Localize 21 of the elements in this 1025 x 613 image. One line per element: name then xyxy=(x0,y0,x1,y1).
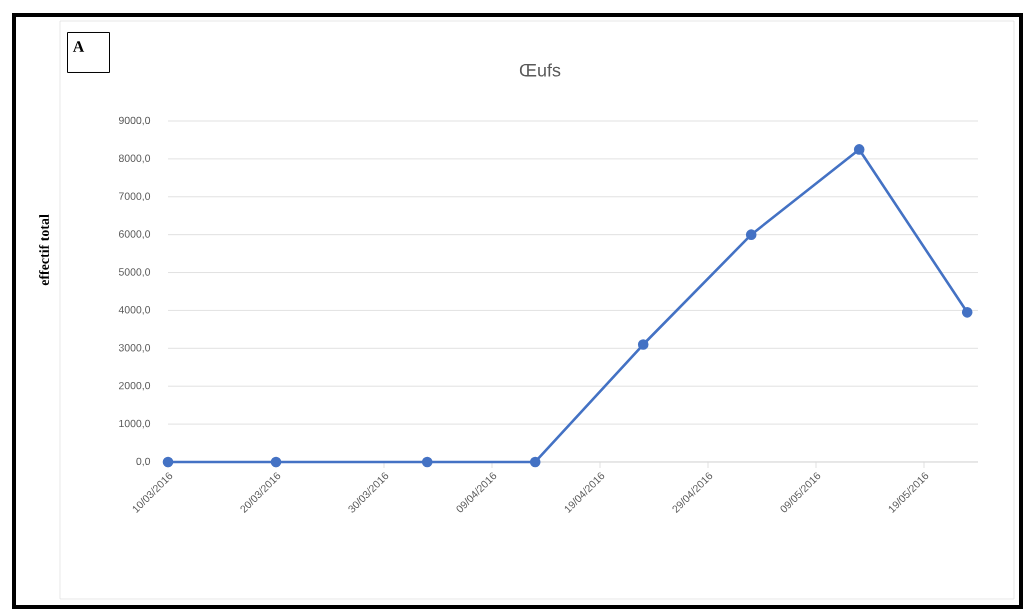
y-tick-label: 3000,0 xyxy=(118,344,151,353)
y-tick-label: 8000,0 xyxy=(118,154,151,164)
y-tick-label: 1000,0 xyxy=(119,419,151,429)
y-tick-label: 2000,0 xyxy=(119,381,151,391)
point xyxy=(162,456,174,468)
y-axis-title: effectif total xyxy=(39,214,49,286)
text: A xyxy=(72,41,85,52)
y-tick-label: 5000,0 xyxy=(118,268,151,277)
point xyxy=(853,144,865,155)
point xyxy=(637,339,649,350)
point xyxy=(529,456,541,468)
point xyxy=(961,307,973,318)
chart-title: Œufs xyxy=(519,63,561,77)
point xyxy=(745,229,757,240)
point xyxy=(421,456,433,468)
point xyxy=(270,456,282,468)
y-tick-label: 4000,0 xyxy=(118,306,151,315)
y-tick-label: 9000,0 xyxy=(118,116,151,126)
y-tick-label: 7000,0 xyxy=(119,192,151,202)
y-tick-label: 0,0 xyxy=(136,457,151,467)
y-tick-label: 6000,0 xyxy=(119,230,151,239)
